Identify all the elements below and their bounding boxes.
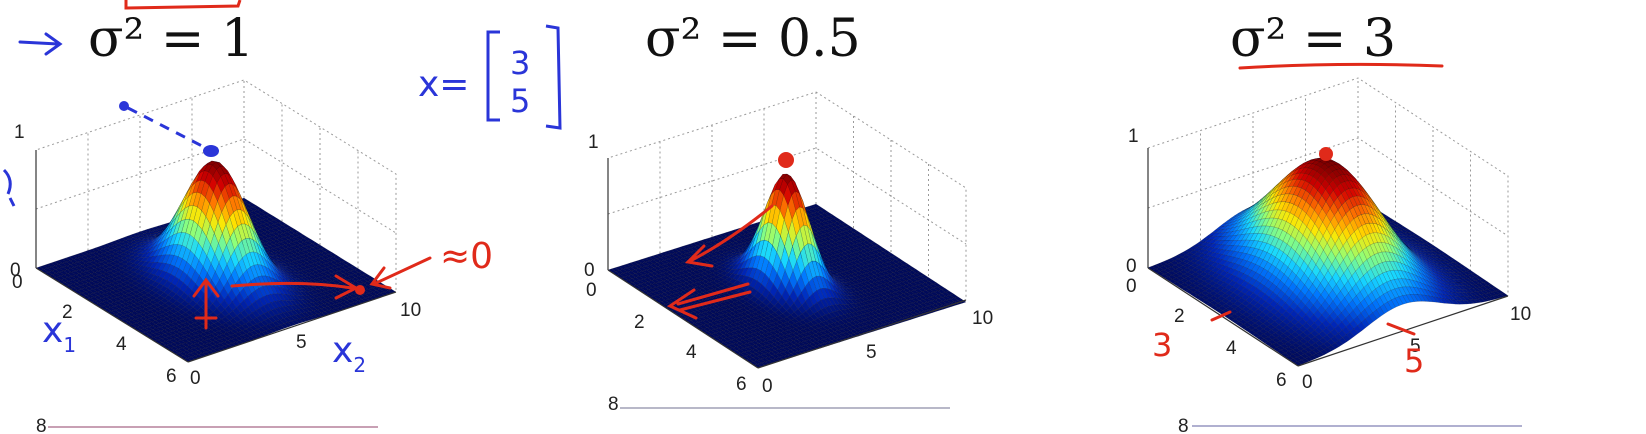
panel-2-x2-tick-5: 5 [866,342,877,363]
panel-3-surface-plot [1147,77,1509,367]
panel-2-z-tick-1: 1 [588,132,599,153]
panel-1-x2-tick-5: 5 [296,332,307,353]
panel-2-surface-plot [607,91,967,369]
panel-2-next-plot-tick: 8 [608,394,619,415]
panel-1-x1-tick-6: 6 [166,366,177,387]
panel-1-x2-tick-0: 0 [190,368,201,389]
panel-3-title: σ² = 3 [1230,9,1396,69]
panel-1-x2-tick-10: 10 [400,300,421,321]
panel-2-x1-tick-0: 0 [586,280,597,301]
panel-1-title: σ² = 1 [88,9,254,69]
panel-2-x2-tick-10: 10 [972,308,993,329]
panel-1-x1-tick-2: 2 [62,302,73,323]
panel-1-x1-tick-4: 4 [116,334,127,355]
panel-2: σ² = 0.5 0 1 0 2 4 6 0 5 10 8 [584,9,993,415]
panel-2-x1-tick-4: 4 [686,342,697,363]
panel-1-x1-tick-0: 0 [12,272,23,293]
panel-1-next-plot-tick: 8 [36,416,47,434]
panel-3: σ² = 3 0 1 0 2 4 6 0 5 10 8 [1126,9,1531,434]
panel-1-surface-plot [35,79,397,363]
panel-1-z-tick-1: 1 [14,122,25,143]
panel-2-x2-tick-0: 0 [762,376,773,397]
plot-back-walls [35,79,397,292]
panel-2-x1-tick-6: 6 [736,374,747,395]
panel-2-title: σ² = 0.5 [645,9,861,69]
panel-2-x1-tick-2: 2 [634,312,645,333]
panel-2-z-tick-0: 0 [584,260,595,281]
